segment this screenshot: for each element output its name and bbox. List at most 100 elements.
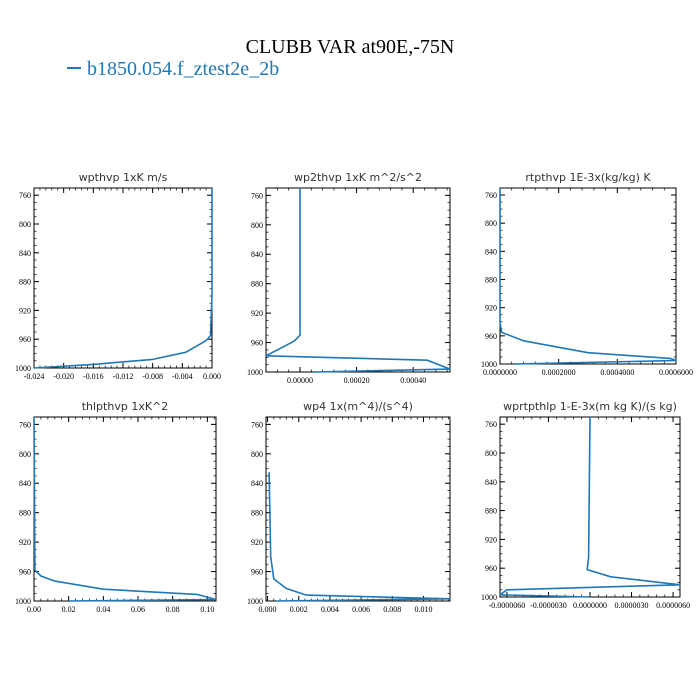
x-tick-label: -0.020: [53, 372, 74, 381]
y-tick-label: 760: [485, 420, 497, 429]
y-tick-label: 800: [485, 449, 497, 458]
y-tick-label: 800: [19, 450, 31, 459]
y-tick-label: 920: [485, 304, 497, 313]
series-line: [268, 472, 451, 602]
chart-title: thlpthvp 1xK^2: [82, 400, 169, 413]
chart-panel-3: rtpthvp 1E-3x(kg/kg) K 760 800 840 880 920 960…: [481, 171, 693, 377]
x-tick-label: 0.06: [131, 605, 145, 614]
y-tick-label: 800: [485, 219, 497, 228]
chart-title: wprtpthlp 1-E-3x(m kg K)/(s kg): [503, 400, 677, 413]
x-tick-label: 0.0002000: [542, 368, 576, 377]
x-tick-label: 0.0004000: [600, 368, 634, 377]
y-tick-label: 800: [251, 450, 263, 459]
plot-frame: [33, 187, 213, 369]
chart-title: rtpthvp 1E-3x(kg/kg) K: [525, 171, 651, 184]
y-tick-label: 800: [251, 221, 263, 230]
y-tick-label: 760: [251, 420, 263, 429]
x-tick-label: 0.010: [414, 605, 432, 614]
x-tick-label: 0.0000060: [656, 601, 690, 610]
plot-frame: [499, 187, 677, 365]
y-tick-label: 960: [485, 332, 497, 341]
y-tick-label: 1000: [481, 593, 497, 602]
x-tick-label: -0.024: [24, 372, 45, 381]
x-tick-label: 0.0006000: [659, 368, 693, 377]
legend-label: b1850.054.f_ztest2e_2b: [87, 58, 280, 80]
x-tick-label: 0.0000000: [573, 601, 607, 610]
y-tick-label: 880: [485, 507, 497, 516]
x-tick-label: 0.00020: [344, 376, 370, 385]
y-tick-label: 840: [19, 249, 31, 258]
y-tick-label: 880: [19, 509, 31, 518]
x-tick-label: -0.0000060: [489, 601, 526, 610]
y-tick-label: 840: [485, 247, 497, 256]
x-tick-label: -0.012: [113, 372, 134, 381]
x-tick-label: 0.00: [27, 605, 41, 614]
y-tick-label: 840: [485, 478, 497, 487]
series-line: [33, 416, 217, 602]
chart-panel-1: wpthvp 1xK m/s7608008408809209601000-0.0…: [15, 171, 221, 381]
x-tick-label: 0.008: [383, 605, 401, 614]
y-tick-label: 840: [19, 479, 31, 488]
y-tick-label: 960: [251, 568, 263, 577]
legend: b1850.054.f_ztest2e_2b: [67, 58, 279, 81]
y-tick-label: 880: [251, 509, 263, 518]
y-tick-label: 760: [251, 191, 263, 200]
y-tick-label: 760: [485, 191, 497, 200]
y-tick-label: 1000: [247, 368, 263, 377]
y-tick-label: 1000: [15, 597, 31, 606]
x-tick-label: 0.0000030: [615, 601, 649, 610]
y-tick-label: 800: [19, 220, 31, 229]
x-tick-label: 0.0000000: [483, 368, 517, 377]
x-tick-label: 0.000: [259, 605, 277, 614]
legend-swatch: [67, 67, 81, 70]
y-tick-label: 920: [485, 535, 497, 544]
chart-title: wp2thvp 1xK m^2/s^2: [294, 171, 422, 184]
y-tick-label: 920: [251, 309, 263, 318]
y-tick-label: 760: [19, 420, 31, 429]
plot-frame: [33, 416, 217, 602]
x-tick-label: -0.008: [142, 372, 163, 381]
series-line: [33, 188, 213, 369]
y-tick-label: 1000: [15, 364, 31, 373]
x-tick-label: 0.02: [62, 605, 76, 614]
y-tick-label: 920: [19, 538, 31, 547]
chart-title: wp4 1x(m^4)/(s^4): [303, 400, 413, 413]
x-tick-label: 0.10: [200, 605, 214, 614]
chart-panel-6: wprtpthlp 1-E-3x(m kg K)/(s kg) 760 800 840…: [481, 400, 690, 610]
x-tick-label: -0.0000030: [530, 601, 567, 610]
plot-frame: [265, 416, 451, 602]
y-tick-label: 1000: [481, 360, 497, 369]
x-tick-label: 0.006: [352, 605, 370, 614]
y-tick-label: 960: [19, 568, 31, 577]
y-tick-label: 920: [19, 306, 31, 315]
y-tick-label: 840: [251, 479, 263, 488]
x-tick-label: -0.016: [83, 372, 104, 381]
series-line: [265, 188, 451, 373]
x-tick-label: 0.04: [96, 605, 110, 614]
y-tick-label: 920: [251, 538, 263, 547]
y-tick-label: 1000: [247, 597, 263, 606]
y-tick-label: 960: [19, 335, 31, 344]
plot-frame: [265, 187, 451, 373]
y-tick-label: 880: [251, 280, 263, 289]
y-tick-label: 960: [251, 339, 263, 348]
x-tick-label: 0.000: [203, 372, 221, 381]
chart-panel-5: wp4 1x(m^4)/(s^4)76080084088092096010000…: [247, 400, 451, 614]
y-tick-label: 840: [251, 250, 263, 259]
y-tick-label: 960: [485, 564, 497, 573]
x-tick-label: 0.08: [166, 605, 180, 614]
page-title: CLUBB VAR at90E,-75N: [245, 36, 455, 58]
x-tick-label: 0.004: [321, 605, 339, 614]
x-tick-label: 0.00000: [287, 376, 313, 385]
y-tick-label: 880: [485, 276, 497, 285]
x-tick-label: 0.00040: [400, 376, 426, 385]
chart-panel-4: thlpthvp 1xK^2 760 800 840 880 920 960 10000.00…: [15, 400, 217, 614]
chart-panel-2: wp2thvp 1xK m^2/s^2 760 800 840 880 920 960 100…: [247, 171, 451, 385]
series-line: [499, 416, 681, 598]
x-tick-label: 0.002: [290, 605, 308, 614]
x-tick-label: -0.004: [172, 372, 193, 381]
y-tick-label: 760: [19, 191, 31, 200]
series-line: [499, 188, 677, 365]
y-tick-label: 880: [19, 278, 31, 287]
